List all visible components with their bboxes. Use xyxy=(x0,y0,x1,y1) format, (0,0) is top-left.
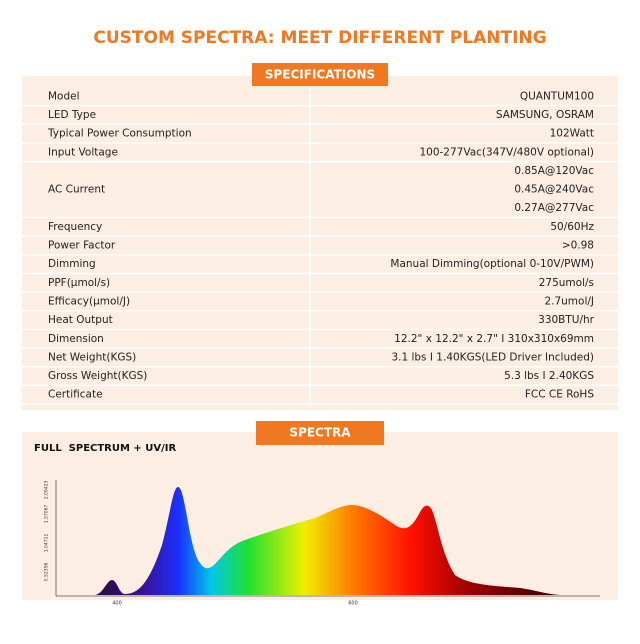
spec-label: AC Current xyxy=(48,184,105,196)
spec-label: PPF(μmol/s) xyxy=(48,277,110,289)
spec-value: 50/60Hz xyxy=(550,221,594,233)
spec-value: 0.27A@277Vac xyxy=(514,202,594,214)
spec-value: FCC CE RoHS xyxy=(525,389,594,401)
spec-label: LED Type xyxy=(48,109,96,121)
spec-label: Heat Output xyxy=(48,314,113,326)
spec-label: Certificate xyxy=(48,389,103,401)
spec-value: 12.2" x 12.2" x 2.7" I 310x310x69mm xyxy=(394,333,594,345)
y-tick-label: 0.52356 xyxy=(44,563,50,582)
y-tick-label: 2.09423 xyxy=(44,481,50,500)
spec-label: Input Voltage xyxy=(48,146,118,158)
spec-label: Typical Power Consumption xyxy=(47,128,192,140)
y-tick-label: 1.04711 xyxy=(44,534,50,553)
spec-value: 102Watt xyxy=(550,128,594,140)
title: CUSTOM SPECTRA: MEET DIFFERENT PLANTING xyxy=(93,28,546,48)
spec-value: 2.7umol/J xyxy=(544,295,594,307)
spec-value: 0.45A@240Vac xyxy=(514,184,594,196)
spec-panel xyxy=(22,76,618,410)
spec-tab xyxy=(252,63,388,86)
spec-value: QUANTUM100 xyxy=(520,90,594,102)
spec-value: Manual Dimming(optional 0-10V/PWM) xyxy=(390,258,594,270)
spec-label: Dimming xyxy=(48,258,96,270)
spec-rows: Model QUANTUM100 LED Type SAMSUNG, OSRAM Typ… xyxy=(22,90,618,405)
spectrum-curve xyxy=(95,487,560,595)
y-ticks: 0.52356 1.04711 1.57067 2.09423 xyxy=(44,481,50,582)
spec-value: 5.3 lbs I 2.40KGS xyxy=(504,370,594,382)
spec-value: 275umol/s xyxy=(539,277,594,289)
spec-value: 330BTU/hr xyxy=(538,314,595,326)
spec-label: Model xyxy=(48,90,80,102)
spec-value: 100-277Vac(347V/480V optional) xyxy=(419,146,594,158)
spec-label: Gross Weight(KGS) xyxy=(48,370,147,382)
spectra-subtitle: FULL SPECTRUM + UV/IR xyxy=(34,443,177,454)
x-tick-label: 400 xyxy=(112,601,122,607)
x-tick-label: 600 xyxy=(348,601,358,607)
spec-value: >0.98 xyxy=(562,240,594,252)
spectra-title: SPECTRA xyxy=(289,426,351,440)
spec-label: Net Weight(KGS) xyxy=(48,351,136,363)
spec-label: Dimension xyxy=(48,333,104,345)
y-tick-label: 1.57067 xyxy=(44,505,50,524)
spectra-tab xyxy=(256,421,384,445)
spec-value: SAMSUNG, OSRAM xyxy=(496,109,594,121)
spec-value: 3.1 lbs I 1.40KGS(LED Driver Included) xyxy=(391,351,594,363)
spec-label: Frequency xyxy=(48,221,102,233)
spec-title: SPECIFICATIONS xyxy=(265,68,375,82)
spec-label: Efficacy(μmol/J) xyxy=(48,295,130,307)
spec-label: Power Factor xyxy=(48,240,116,252)
spec-value: 0.85A@120Vac xyxy=(514,165,594,177)
